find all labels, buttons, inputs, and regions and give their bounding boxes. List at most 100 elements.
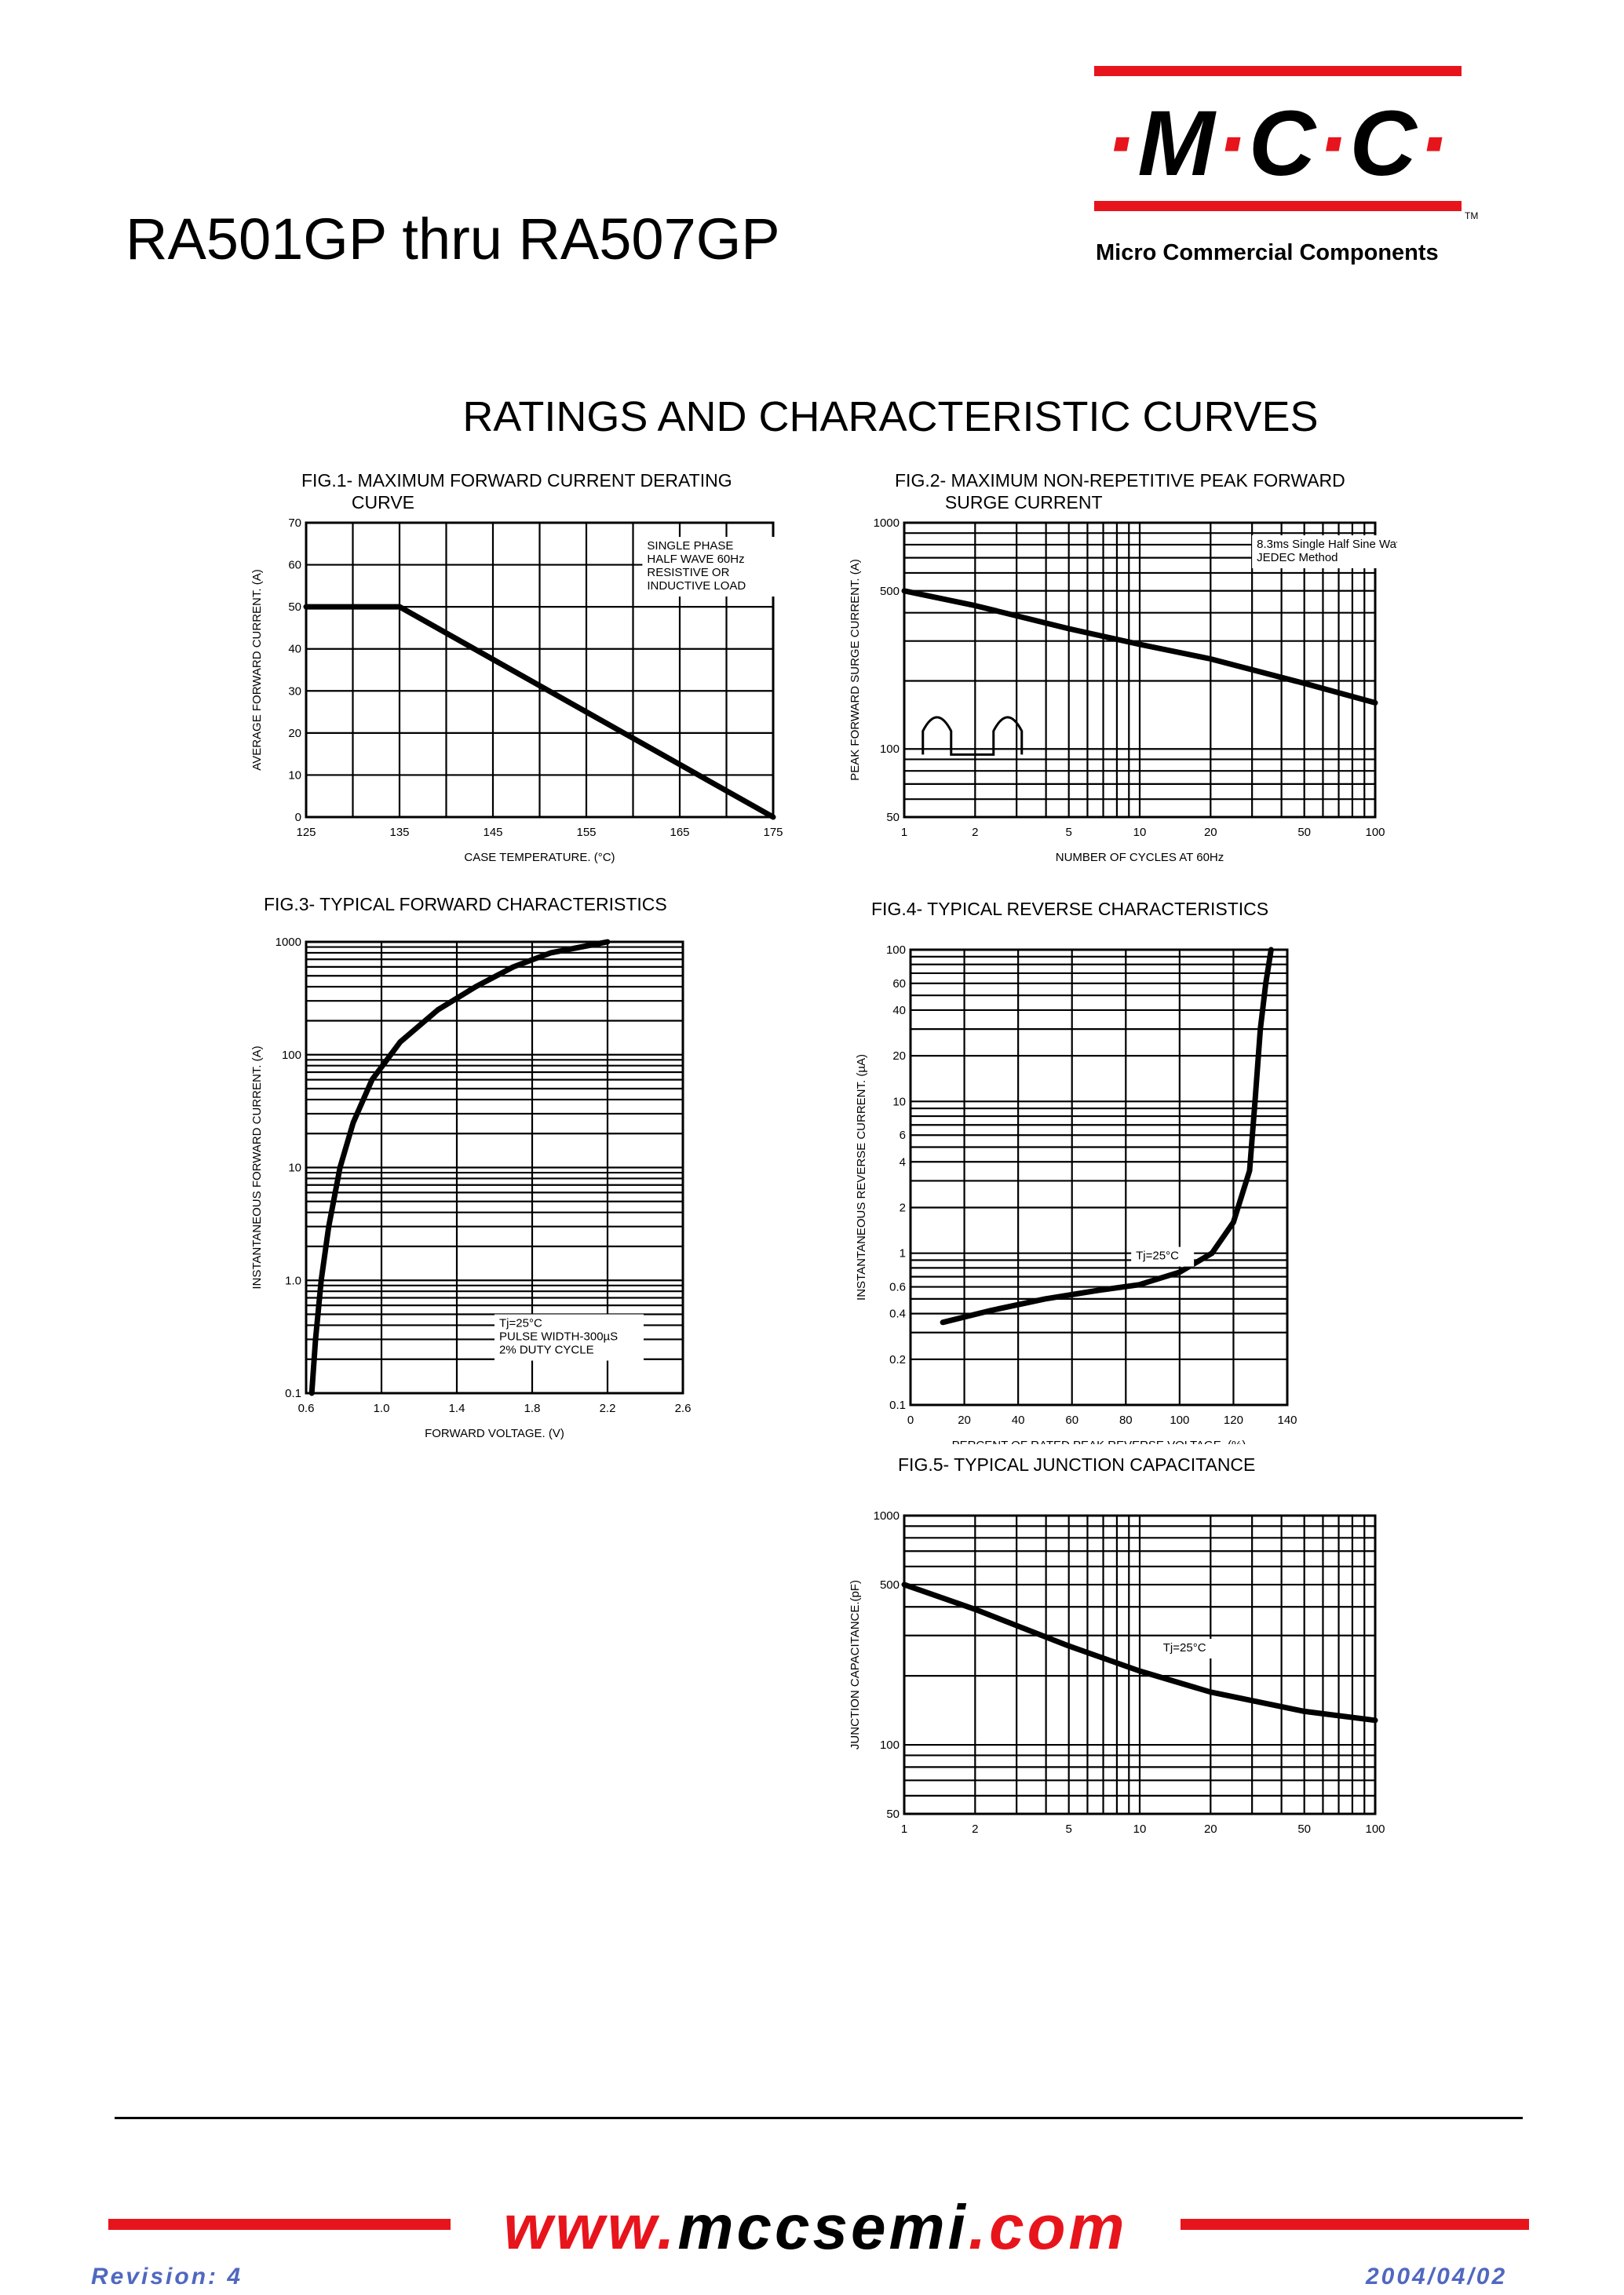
- fig4-title: FIG.4- TYPICAL REVERSE CHARACTERISTICS: [871, 899, 1269, 919]
- footer-divider: [115, 2117, 1523, 2119]
- plot-frame: [305, 940, 684, 1395]
- y-tick-label: 1: [900, 1247, 906, 1261]
- annotation-text: INDUCTIVE LOAD: [647, 579, 746, 593]
- footer-url-link[interactable]: www.mccsemi.com: [451, 2191, 1181, 2264]
- x-axis-label: NUMBER OF CYCLES AT 60Hz: [1056, 851, 1224, 864]
- y-tick-label: 10: [892, 1095, 906, 1108]
- company-name: Micro Commercial Components: [1096, 240, 1439, 265]
- x-tick-label: 0.6: [298, 1402, 315, 1415]
- y-tick-label: 6: [900, 1129, 906, 1142]
- pulse-waveform-icon: [921, 716, 1024, 756]
- y-axis-label: AVERAGE FORWARD CURRENT. (A): [250, 569, 264, 770]
- fig5-chart: 125102050100501005001000REVERSE VOLTAGE.…: [848, 1509, 1385, 1848]
- logo-trademark: TM: [1465, 210, 1479, 221]
- annotation-box: [494, 1314, 644, 1361]
- y-tick-label: 50: [288, 600, 301, 614]
- url-suffix: .com: [968, 2192, 1128, 2262]
- annotation-text: 8.3ms Single Half Sine Wave: [1257, 538, 1397, 551]
- annotation-text: RESISTIVE OR: [647, 566, 729, 579]
- x-tick-label: 2: [972, 826, 978, 839]
- y-tick-label: 100: [880, 1739, 900, 1752]
- fig4-chart: 0 20 40 60 80 100 120 140 0.1 0.2 0.4 0.6 1 2 4 6 10 20 40…: [855, 943, 1297, 1444]
- annotation-text: PULSE WIDTH-300µS: [499, 1330, 618, 1344]
- plot-frame: [903, 1514, 1377, 1815]
- logo-letter-c1: C: [1248, 92, 1318, 195]
- x-tick-label: 80: [1119, 1414, 1133, 1427]
- annotation-text: JEDEC Method: [1257, 551, 1338, 564]
- x-tick-label: 5: [1066, 826, 1072, 839]
- logo-bar-bottom: [1094, 201, 1462, 211]
- y-tick-label: 50: [886, 811, 900, 824]
- x-axis-label: FORWARD VOLTAGE. (V): [425, 1427, 564, 1440]
- footer-bar-right: [1181, 2219, 1529, 2230]
- x-tick-label: 2.2: [600, 1402, 616, 1415]
- plot-frame: [903, 521, 1377, 819]
- x-tick-label: 1.0: [374, 1402, 390, 1415]
- url-prefix: www.: [503, 2192, 678, 2262]
- y-tick-label: 0.2: [889, 1353, 906, 1366]
- y-tick-label: 1000: [874, 516, 900, 530]
- logo-letter-c2: C: [1349, 92, 1418, 195]
- part-title: RA501GP thru RA507GP: [126, 206, 780, 272]
- annotation-text: HALF WAVE 60Hz: [647, 553, 744, 566]
- footer-bar-left: [108, 2219, 451, 2230]
- x-tick-label: 20: [1204, 826, 1217, 839]
- x-tick-label: 1: [901, 1822, 907, 1836]
- x-tick-label: 155: [576, 826, 596, 839]
- series-line: [901, 588, 1378, 706]
- logo-bar-top: [1094, 66, 1462, 76]
- x-tick-label: 145: [483, 826, 502, 839]
- fig2-chart: 1 2 5 10 20 50 100 50 100 500 1000 NUMBER OF CYCLES…: [848, 516, 1397, 864]
- y-tick-label: 1000: [874, 1509, 900, 1523]
- fig3-title: FIG.3- TYPICAL FORWARD CHARACTERISTICS: [264, 894, 667, 914]
- y-tick-label: 10: [288, 768, 301, 782]
- y-axis-label: JUNCTION CAPACITANCE.(pF): [848, 1580, 862, 1750]
- section-title: RATINGS AND CHARACTERISTIC CURVES: [462, 393, 1319, 440]
- x-tick-label: 135: [389, 826, 409, 839]
- x-tick-label: 100: [1365, 1822, 1385, 1836]
- y-tick-label: 30: [288, 684, 301, 698]
- logo-dot: ·: [1216, 92, 1249, 195]
- y-axis-label: INSTANTANEOUS FORWARD CURRENT. (A): [250, 1045, 264, 1289]
- y-tick-label: 10: [288, 1162, 301, 1175]
- y-tick-label: 500: [880, 1578, 900, 1592]
- x-tick-label: 100: [1170, 1414, 1189, 1427]
- plot-frame: [909, 948, 1289, 1407]
- x-tick-label: 20: [1204, 1822, 1217, 1836]
- y-tick-label: 50: [886, 1808, 900, 1821]
- plot-frame: [305, 521, 775, 819]
- annotation-text: Tj=25°C: [1136, 1250, 1179, 1263]
- series-line: [303, 604, 776, 820]
- x-tick-label: 2: [972, 1822, 978, 1836]
- series-line: [940, 947, 1274, 1326]
- annotation-text: SINGLE PHASE: [647, 539, 733, 553]
- y-tick-label: 500: [880, 585, 900, 598]
- annotation-text: Tj=25°C: [1163, 1641, 1206, 1655]
- logo-dot: ·: [1317, 92, 1350, 195]
- annotation-box: [1131, 1246, 1195, 1267]
- y-tick-label: 40: [288, 643, 301, 656]
- fig5-title: FIG.5- TYPICAL JUNCTION CAPACITANCE: [898, 1454, 1256, 1475]
- y-tick-label: 60: [892, 977, 906, 991]
- x-tick-label: 50: [1297, 826, 1311, 839]
- y-tick-label: 0: [295, 811, 301, 824]
- annotation-box: [642, 537, 792, 597]
- y-tick-label: 20: [288, 727, 301, 740]
- series-line: [308, 939, 611, 1396]
- y-tick-label: 1000: [276, 936, 301, 949]
- revision-date: 2004/04/02: [1366, 2264, 1508, 2290]
- fig2-title: FIG.2- MAXIMUM NON-REPETITIVE PEAK FORWA…: [895, 470, 1345, 513]
- fig1-chart: 125 135 145 155 165 175 0 10 20 30 40 50 60 70 CASE TE…: [250, 516, 792, 864]
- y-tick-label: 100: [880, 742, 900, 756]
- y-tick-label: 70: [288, 516, 301, 530]
- y-axis-label: PEAK FORWARD SURGE CURRENT. (A): [848, 559, 862, 781]
- fig3-chart: 0.6 1.0 1.4 1.8 2.2 2.6 0.1 1.0 10 100 1000 FORWARD…: [250, 936, 691, 1440]
- x-tick-label: 120: [1224, 1414, 1243, 1427]
- x-tick-label: 5: [1066, 1822, 1072, 1836]
- logo-dot: ·: [1105, 92, 1138, 195]
- y-tick-label: 0.4: [889, 1308, 906, 1321]
- annotation-box: [1158, 1639, 1221, 1659]
- logo-dot: ·: [1418, 92, 1451, 195]
- x-tick-label: 1.8: [524, 1402, 541, 1415]
- series-line: [901, 1582, 1378, 1724]
